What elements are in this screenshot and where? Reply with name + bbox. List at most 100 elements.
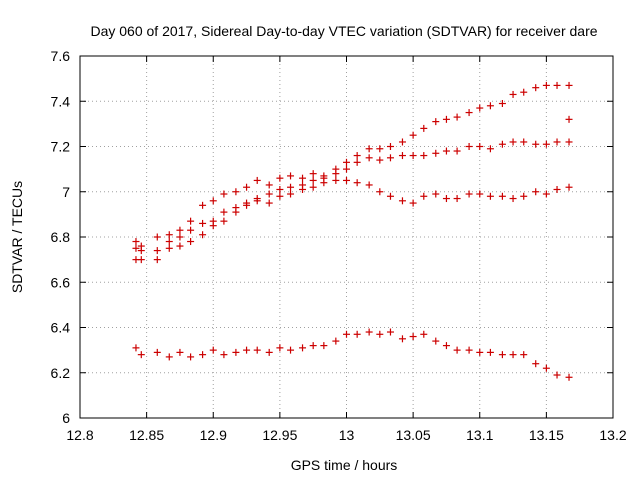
data-point-marker <box>132 344 140 352</box>
data-point-marker <box>509 90 517 98</box>
data-point-marker <box>553 185 561 193</box>
data-point-marker <box>465 346 473 354</box>
data-point-marker <box>276 192 284 200</box>
data-point-marker <box>309 342 317 350</box>
data-point-marker <box>353 158 361 166</box>
data-point-marker <box>276 185 284 193</box>
data-point-marker <box>153 256 161 264</box>
data-point-marker <box>532 140 540 148</box>
data-point-marker <box>137 351 145 359</box>
data-point-marker <box>353 179 361 187</box>
x-axis-label: GPS time / hours <box>291 457 398 473</box>
data-point-marker <box>420 152 428 160</box>
data-point-marker <box>565 115 573 123</box>
data-point-marker <box>432 337 440 345</box>
data-point-marker <box>299 344 307 352</box>
data-point-marker <box>486 145 494 153</box>
data-point-marker <box>365 181 373 189</box>
data-point-marker <box>465 143 473 150</box>
data-point-marker <box>486 192 494 200</box>
data-point-marker <box>132 238 140 246</box>
data-point-marker <box>220 351 228 359</box>
data-point-marker <box>532 188 540 196</box>
data-point-marker <box>332 337 340 345</box>
data-point-marker <box>176 226 184 234</box>
data-point-marker <box>265 181 273 189</box>
data-point-marker <box>153 233 161 241</box>
data-point-marker <box>420 330 428 338</box>
data-point-marker <box>232 188 240 196</box>
data-point-marker <box>153 348 161 356</box>
data-point-marker <box>137 247 145 255</box>
data-point-marker <box>243 346 251 354</box>
data-point-marker <box>332 170 340 178</box>
data-point-marker <box>287 172 295 180</box>
data-point-marker <box>409 199 417 207</box>
data-point-marker <box>343 176 350 184</box>
data-point-marker <box>132 244 140 252</box>
data-point-marker <box>343 165 350 173</box>
data-point-marker <box>398 138 406 146</box>
data-point-marker <box>287 190 295 198</box>
x-tick-label: 13.15 <box>529 427 564 443</box>
data-point-marker <box>353 330 361 338</box>
data-points <box>132 81 573 381</box>
data-point-marker <box>353 152 361 160</box>
data-point-marker <box>253 197 261 205</box>
data-point-marker <box>542 364 550 372</box>
data-point-marker <box>137 256 145 264</box>
data-point-marker <box>253 176 261 184</box>
data-point-marker <box>398 152 406 160</box>
data-point-marker <box>398 197 406 205</box>
data-point-marker <box>165 244 173 252</box>
data-point-marker <box>343 158 350 166</box>
data-point-marker <box>165 231 173 239</box>
data-point-marker <box>343 330 350 338</box>
y-tick-label: 7 <box>62 184 70 200</box>
data-point-marker <box>376 156 384 164</box>
data-point-marker <box>476 348 484 356</box>
data-point-marker <box>486 348 494 356</box>
x-tick-label: 12.85 <box>129 427 164 443</box>
data-point-marker <box>498 192 506 200</box>
data-point-marker <box>409 152 417 160</box>
data-point-marker <box>520 192 528 200</box>
data-point-marker <box>220 190 228 198</box>
x-tick-label: 12.8 <box>66 427 93 443</box>
data-point-marker <box>365 154 373 162</box>
data-point-marker <box>199 231 207 239</box>
data-point-marker <box>532 360 540 368</box>
data-point-marker <box>320 179 328 187</box>
data-point-marker <box>432 149 440 157</box>
data-point-marker <box>432 190 440 198</box>
data-point-marker <box>532 84 540 92</box>
data-point-marker <box>309 176 317 184</box>
data-point-marker <box>153 247 161 255</box>
data-point-marker <box>309 183 317 191</box>
data-point-marker <box>209 222 217 230</box>
data-point-marker <box>476 143 484 150</box>
data-point-marker <box>220 217 228 225</box>
data-point-marker <box>442 115 450 123</box>
data-point-marker <box>187 226 195 234</box>
x-tick-label: 13.05 <box>396 427 431 443</box>
data-point-marker <box>553 81 561 89</box>
data-point-marker <box>176 348 184 356</box>
data-point-marker <box>165 238 173 246</box>
data-point-marker <box>520 351 528 359</box>
data-point-marker <box>265 348 273 356</box>
y-axis-label: SDTVAR / TECUs <box>9 181 25 293</box>
data-point-marker <box>209 346 217 354</box>
data-point-marker <box>542 140 550 148</box>
data-point-marker <box>299 185 307 193</box>
data-point-marker <box>565 81 573 89</box>
data-point-marker <box>465 109 473 117</box>
data-point-marker <box>287 346 295 354</box>
data-point-marker <box>553 371 561 379</box>
data-point-marker <box>398 335 406 343</box>
x-tick-label: 13.2 <box>599 427 626 443</box>
y-tick-label: 6.2 <box>51 365 71 381</box>
data-point-marker <box>542 190 550 198</box>
data-point-marker <box>476 190 484 198</box>
